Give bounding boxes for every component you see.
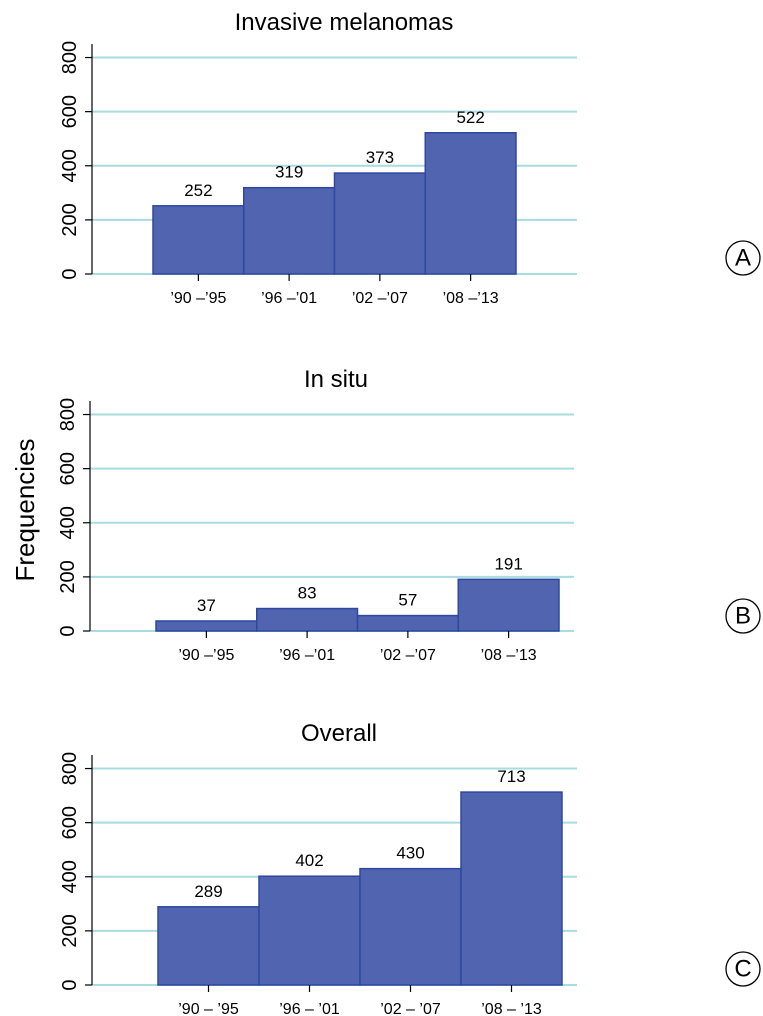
data-label: 289: [194, 882, 222, 901]
panel-marker: B: [735, 603, 751, 630]
chart-title: Overall: [301, 720, 377, 747]
chart-panel-a: Invasive melanomas 0 200 400 600 800 252 ’90 –’…: [59, 9, 761, 307]
data-label: 430: [396, 844, 424, 863]
data-label: 319: [275, 163, 303, 182]
data-label: 713: [497, 767, 525, 786]
x-tick-label: ’90 – ’95: [178, 1001, 239, 1016]
bar: [152, 205, 245, 275]
data-label: 402: [295, 851, 323, 870]
bar: [258, 875, 361, 986]
y-tick-label: 200: [59, 203, 81, 236]
bar: [356, 614, 459, 632]
data-label: 191: [494, 554, 522, 573]
y-tick-label: 400: [59, 860, 81, 893]
bar: [359, 867, 462, 986]
x-tick-label: ’08 –’13: [481, 647, 537, 664]
y-tick-label: 0: [59, 979, 81, 990]
x-tick-label: ’02 –’07: [352, 290, 408, 307]
x-tick-label: ’96 – ’01: [279, 1001, 340, 1016]
chart-title: In situ: [304, 366, 368, 393]
bar: [460, 791, 563, 986]
bar: [457, 578, 560, 632]
y-tick-label: 800: [59, 752, 81, 785]
x-tick-label: ’08 – ’13: [481, 1001, 542, 1016]
x-tick-label: ’90 –’95: [170, 290, 226, 307]
y-tick-label: 0: [59, 268, 81, 279]
y-tick-label: 200: [59, 914, 81, 947]
data-label: 37: [197, 596, 216, 615]
bar: [256, 607, 359, 632]
x-tick-label: ’02 – ’07: [380, 1001, 441, 1016]
chart-title: Invasive melanomas: [235, 9, 454, 36]
y-tick-label: 400: [57, 506, 79, 539]
y-tick-label: 600: [59, 806, 81, 839]
panel-marker-circle: [725, 951, 761, 987]
panel-marker: C: [734, 956, 751, 983]
y-tick-label: 800: [57, 398, 79, 431]
bar: [157, 906, 260, 986]
x-tick-label: ’96 –’01: [279, 647, 335, 664]
panel-marker: A: [735, 245, 751, 272]
chart-panel-b: In situ 0 200 400 600 800 37 ’90 –’95 83 ’96 –’01…: [57, 366, 761, 664]
bar: [424, 132, 517, 275]
y-tick-label: 200: [57, 560, 79, 593]
data-label: 522: [456, 108, 484, 127]
y-tick-label: 600: [59, 95, 81, 128]
y-tick-label: 800: [59, 41, 81, 74]
bar: [243, 186, 336, 275]
y-tick-label: 0: [57, 625, 79, 636]
chart-panel-c: Overall 0 200 400 600 800 289 ’90 – ’95 402 ’96 –…: [59, 720, 761, 1016]
data-label: 373: [366, 148, 394, 167]
bar: [333, 172, 426, 275]
x-tick-label: ’08 –’13: [443, 290, 499, 307]
x-tick-label: ’90 –’95: [178, 647, 234, 664]
y-tick-label: 400: [59, 149, 81, 182]
y-axis-label: Frequencies: [10, 438, 40, 581]
x-tick-label: ’02 –’07: [380, 647, 436, 664]
panel-marker-circle: [725, 240, 761, 276]
x-tick-label: ’96 –’01: [261, 290, 317, 307]
data-label: 57: [398, 591, 417, 610]
y-tick-label: 600: [57, 452, 79, 485]
bar: [155, 620, 258, 632]
data-label: 252: [184, 181, 212, 200]
panel-marker-circle: [725, 598, 761, 634]
data-label: 83: [298, 584, 317, 603]
